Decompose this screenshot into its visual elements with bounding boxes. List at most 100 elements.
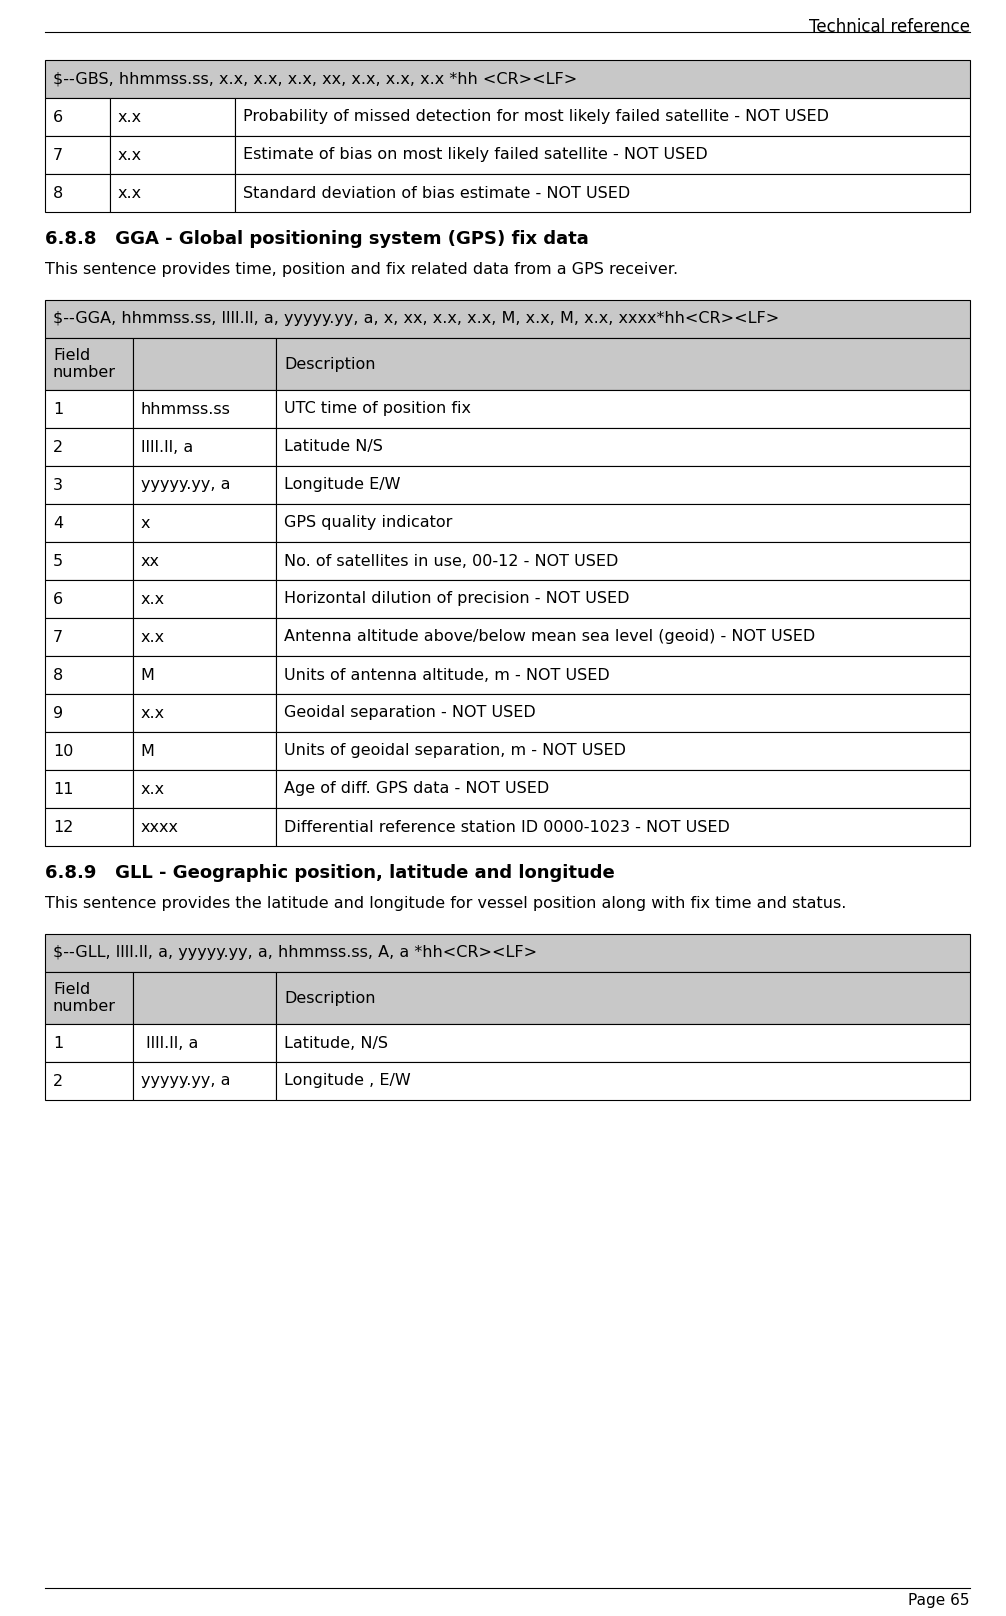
Bar bbox=[110, 136, 234, 175]
Text: Horizontal dilution of precision - NOT USED: Horizontal dilution of precision - NOT U… bbox=[285, 591, 630, 606]
Bar bbox=[110, 175, 234, 212]
Bar bbox=[277, 338, 970, 389]
Text: 11: 11 bbox=[53, 782, 73, 797]
Bar bbox=[45, 1062, 133, 1100]
Text: M: M bbox=[141, 743, 155, 758]
Bar bbox=[45, 465, 133, 504]
Bar bbox=[133, 580, 277, 617]
Text: 3: 3 bbox=[53, 477, 63, 493]
Text: $--GLL, llll.ll, a, yyyyy.yy, a, hhmmss.ss, A, a *hh<CR><LF>: $--GLL, llll.ll, a, yyyyy.yy, a, hhmmss.… bbox=[53, 945, 537, 960]
Bar bbox=[110, 99, 234, 136]
Text: Probability of missed detection for most likely failed satellite - NOT USED: Probability of missed detection for most… bbox=[242, 110, 829, 124]
Bar bbox=[45, 541, 133, 580]
Text: x.x: x.x bbox=[141, 782, 165, 797]
Text: yyyyy.yy, a: yyyyy.yy, a bbox=[141, 477, 230, 493]
Text: 8: 8 bbox=[53, 186, 63, 200]
Bar bbox=[277, 465, 970, 504]
Text: This sentence provides the latitude and longitude for vessel position along with: This sentence provides the latitude and … bbox=[45, 895, 846, 911]
Text: x.x: x.x bbox=[118, 110, 142, 124]
Text: M: M bbox=[141, 667, 155, 682]
Bar bbox=[45, 580, 133, 617]
Bar bbox=[277, 656, 970, 693]
Text: llll.ll, a: llll.ll, a bbox=[141, 1036, 198, 1050]
Bar bbox=[277, 389, 970, 428]
Bar bbox=[45, 428, 133, 465]
Text: Standard deviation of bias estimate - NOT USED: Standard deviation of bias estimate - NO… bbox=[242, 186, 630, 200]
Text: Longitude , E/W: Longitude , E/W bbox=[285, 1073, 411, 1089]
Text: Page 65: Page 65 bbox=[908, 1592, 970, 1608]
Bar bbox=[133, 971, 277, 1025]
Text: 10: 10 bbox=[53, 743, 73, 758]
Bar bbox=[277, 1025, 970, 1062]
Text: 4: 4 bbox=[53, 516, 63, 530]
Bar bbox=[133, 656, 277, 693]
Bar bbox=[45, 60, 970, 99]
Text: No. of satellites in use, 00-12 - NOT USED: No. of satellites in use, 00-12 - NOT US… bbox=[285, 554, 619, 569]
Text: xx: xx bbox=[141, 554, 160, 569]
Text: $--GBS, hhmmss.ss, x.x, x.x, x.x, xx, x.x, x.x, x.x *hh <CR><LF>: $--GBS, hhmmss.ss, x.x, x.x, x.x, xx, x.… bbox=[53, 71, 577, 87]
Text: UTC time of position fix: UTC time of position fix bbox=[285, 401, 471, 417]
Bar bbox=[133, 732, 277, 769]
Text: Field
number: Field number bbox=[53, 347, 116, 380]
Bar bbox=[45, 175, 110, 212]
Text: llll.ll, a: llll.ll, a bbox=[141, 440, 193, 454]
Text: x.x: x.x bbox=[141, 706, 165, 721]
Text: 1: 1 bbox=[53, 1036, 63, 1050]
Bar bbox=[277, 580, 970, 617]
Text: Units of antenna altitude, m - NOT USED: Units of antenna altitude, m - NOT USED bbox=[285, 667, 610, 682]
Bar bbox=[45, 971, 133, 1025]
Bar bbox=[133, 465, 277, 504]
Bar bbox=[277, 732, 970, 769]
Text: yyyyy.yy, a: yyyyy.yy, a bbox=[141, 1073, 230, 1089]
Bar bbox=[133, 769, 277, 808]
Bar bbox=[45, 301, 970, 338]
Text: Antenna altitude above/below mean sea level (geoid) - NOT USED: Antenna altitude above/below mean sea le… bbox=[285, 630, 816, 645]
Text: 6: 6 bbox=[53, 110, 63, 124]
Text: x.x: x.x bbox=[141, 591, 165, 606]
Text: 12: 12 bbox=[53, 819, 73, 834]
Bar bbox=[45, 808, 133, 847]
Bar bbox=[45, 136, 110, 175]
Text: 9: 9 bbox=[53, 706, 63, 721]
Text: 6.8.9   GLL - Geographic position, latitude and longitude: 6.8.9 GLL - Geographic position, latitud… bbox=[45, 865, 615, 882]
Bar bbox=[277, 971, 970, 1025]
Text: xxxx: xxxx bbox=[141, 819, 179, 834]
Text: x.x: x.x bbox=[118, 147, 142, 163]
Text: GPS quality indicator: GPS quality indicator bbox=[285, 516, 453, 530]
Bar bbox=[277, 1062, 970, 1100]
Text: Latitude, N/S: Latitude, N/S bbox=[285, 1036, 388, 1050]
Text: Longitude E/W: Longitude E/W bbox=[285, 477, 400, 493]
Text: Latitude N/S: Latitude N/S bbox=[285, 440, 383, 454]
Bar bbox=[45, 934, 970, 971]
Text: x.x: x.x bbox=[141, 630, 165, 645]
Text: Differential reference station ID 0000-1023 - NOT USED: Differential reference station ID 0000-1… bbox=[285, 819, 730, 834]
Bar bbox=[133, 1025, 277, 1062]
Text: 2: 2 bbox=[53, 1073, 63, 1089]
Bar bbox=[277, 693, 970, 732]
Text: Age of diff. GPS data - NOT USED: Age of diff. GPS data - NOT USED bbox=[285, 782, 549, 797]
Bar bbox=[133, 693, 277, 732]
Text: 5: 5 bbox=[53, 554, 63, 569]
Bar bbox=[234, 136, 970, 175]
Bar bbox=[277, 769, 970, 808]
Text: Description: Description bbox=[285, 991, 376, 1005]
Text: x.x: x.x bbox=[118, 186, 142, 200]
Bar bbox=[133, 617, 277, 656]
Text: Estimate of bias on most likely failed satellite - NOT USED: Estimate of bias on most likely failed s… bbox=[242, 147, 707, 163]
Bar bbox=[45, 338, 133, 389]
Text: Geoidal separation - NOT USED: Geoidal separation - NOT USED bbox=[285, 706, 536, 721]
Bar bbox=[45, 504, 133, 541]
Bar bbox=[45, 99, 110, 136]
Bar bbox=[133, 504, 277, 541]
Text: Field
number: Field number bbox=[53, 983, 116, 1015]
Text: 7: 7 bbox=[53, 630, 63, 645]
Bar bbox=[277, 541, 970, 580]
Bar bbox=[277, 617, 970, 656]
Bar bbox=[45, 732, 133, 769]
Bar bbox=[277, 428, 970, 465]
Bar bbox=[133, 808, 277, 847]
Bar bbox=[45, 617, 133, 656]
Text: This sentence provides time, position and fix related data from a GPS receiver.: This sentence provides time, position an… bbox=[45, 262, 678, 276]
Text: 1: 1 bbox=[53, 401, 63, 417]
Bar bbox=[277, 504, 970, 541]
